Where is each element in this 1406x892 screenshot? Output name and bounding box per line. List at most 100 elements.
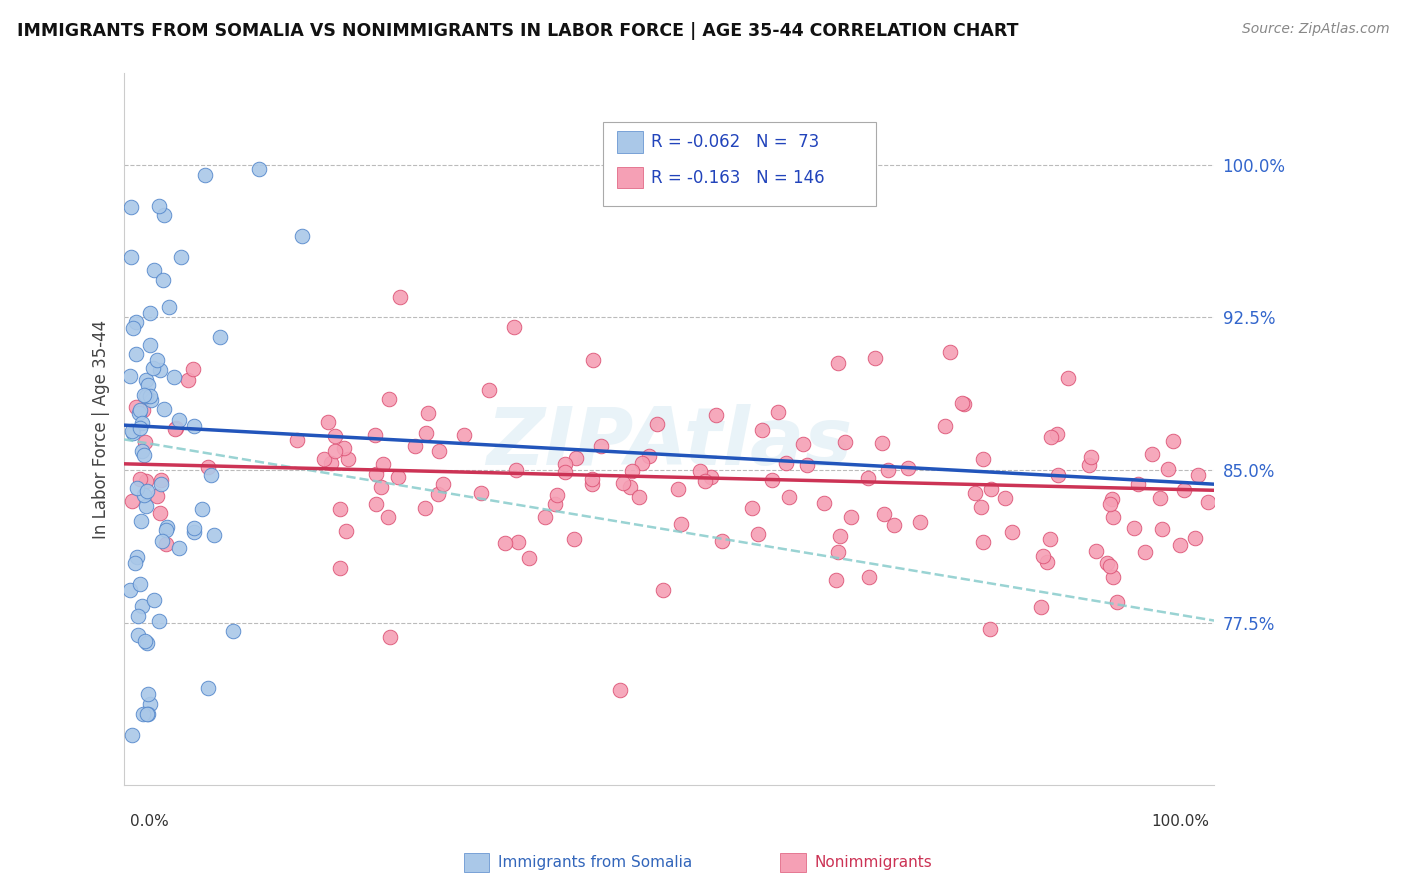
Point xyxy=(876,463,898,477)
Point xyxy=(766,405,789,419)
Point xyxy=(612,476,634,491)
Point xyxy=(162,369,184,384)
Point xyxy=(631,456,654,470)
Point xyxy=(775,456,797,470)
Point xyxy=(747,527,769,541)
Point xyxy=(1150,522,1173,536)
Point xyxy=(1098,559,1121,574)
Point xyxy=(118,582,141,597)
Point xyxy=(1184,531,1206,545)
Point xyxy=(1046,467,1069,482)
Point xyxy=(202,527,225,541)
Point xyxy=(197,460,219,475)
Point xyxy=(134,434,156,449)
Text: IMMIGRANTS FROM SOMALIA VS NONIMMIGRANTS IN LABOR FORCE | AGE 35-44 CORRELATION : IMMIGRANTS FROM SOMALIA VS NONIMMIGRANTS… xyxy=(17,22,1018,40)
Point xyxy=(1095,556,1118,570)
Point xyxy=(972,534,994,549)
Point xyxy=(870,436,893,450)
Point xyxy=(120,200,142,214)
Point xyxy=(1140,447,1163,461)
Point xyxy=(689,464,711,478)
Point xyxy=(197,681,219,696)
Point xyxy=(389,290,412,304)
Point xyxy=(761,473,783,487)
Point xyxy=(156,520,179,534)
Point xyxy=(883,517,905,532)
Point xyxy=(554,465,576,479)
Point xyxy=(778,490,800,504)
Point xyxy=(627,490,650,504)
Point xyxy=(129,473,152,487)
Point xyxy=(534,509,557,524)
Point xyxy=(1046,426,1069,441)
Point xyxy=(128,406,150,420)
Point xyxy=(1029,599,1052,614)
Point xyxy=(830,529,852,543)
Point xyxy=(834,435,856,450)
Point xyxy=(704,408,727,422)
Point xyxy=(1163,434,1185,449)
Point xyxy=(378,630,401,644)
Point xyxy=(131,514,153,528)
Point xyxy=(167,541,190,556)
Point xyxy=(131,707,153,722)
Point xyxy=(132,448,155,462)
Point xyxy=(1080,450,1102,464)
Point xyxy=(128,576,150,591)
Point xyxy=(934,419,956,434)
Point xyxy=(183,521,205,535)
Point xyxy=(619,480,641,494)
Point xyxy=(128,402,150,417)
Point xyxy=(669,517,692,532)
Point xyxy=(1032,549,1054,564)
Point xyxy=(700,470,723,484)
Point xyxy=(908,515,931,529)
Point xyxy=(404,439,426,453)
Point xyxy=(1105,595,1128,609)
Point xyxy=(952,395,974,409)
Point xyxy=(652,583,675,598)
Point xyxy=(565,450,588,465)
Point xyxy=(979,623,1001,637)
Point xyxy=(316,416,339,430)
Point xyxy=(153,209,176,223)
Point xyxy=(609,682,631,697)
Point xyxy=(135,483,157,498)
Point xyxy=(135,636,157,650)
Point xyxy=(131,599,153,614)
Point xyxy=(994,491,1017,506)
Point xyxy=(364,427,387,442)
Point xyxy=(120,369,142,384)
Point xyxy=(183,525,205,540)
Point xyxy=(741,500,763,515)
Point xyxy=(589,440,612,454)
Point xyxy=(506,534,529,549)
Text: 0.0%: 0.0% xyxy=(129,814,169,829)
Point xyxy=(145,352,167,367)
Point xyxy=(149,363,172,377)
Point xyxy=(581,477,603,491)
Point xyxy=(505,463,527,477)
Point xyxy=(637,450,659,464)
Point xyxy=(865,351,887,365)
Point xyxy=(138,687,160,701)
Point xyxy=(897,460,920,475)
Text: ZIPAtlas: ZIPAtlas xyxy=(486,404,852,483)
Y-axis label: In Labor Force | Age 35-44: In Labor Force | Age 35-44 xyxy=(93,319,110,539)
Point xyxy=(546,488,568,502)
Point xyxy=(125,481,148,495)
Point xyxy=(132,388,155,402)
Point xyxy=(813,496,835,510)
Point xyxy=(873,508,896,522)
Point xyxy=(121,728,143,742)
Point xyxy=(1187,468,1209,483)
Point xyxy=(194,168,217,182)
Point xyxy=(221,624,243,639)
Point xyxy=(138,338,160,352)
Point xyxy=(149,473,172,487)
Point xyxy=(128,421,150,435)
Point xyxy=(209,330,232,344)
Point xyxy=(1149,491,1171,505)
Point xyxy=(122,425,145,440)
Point xyxy=(695,474,717,488)
